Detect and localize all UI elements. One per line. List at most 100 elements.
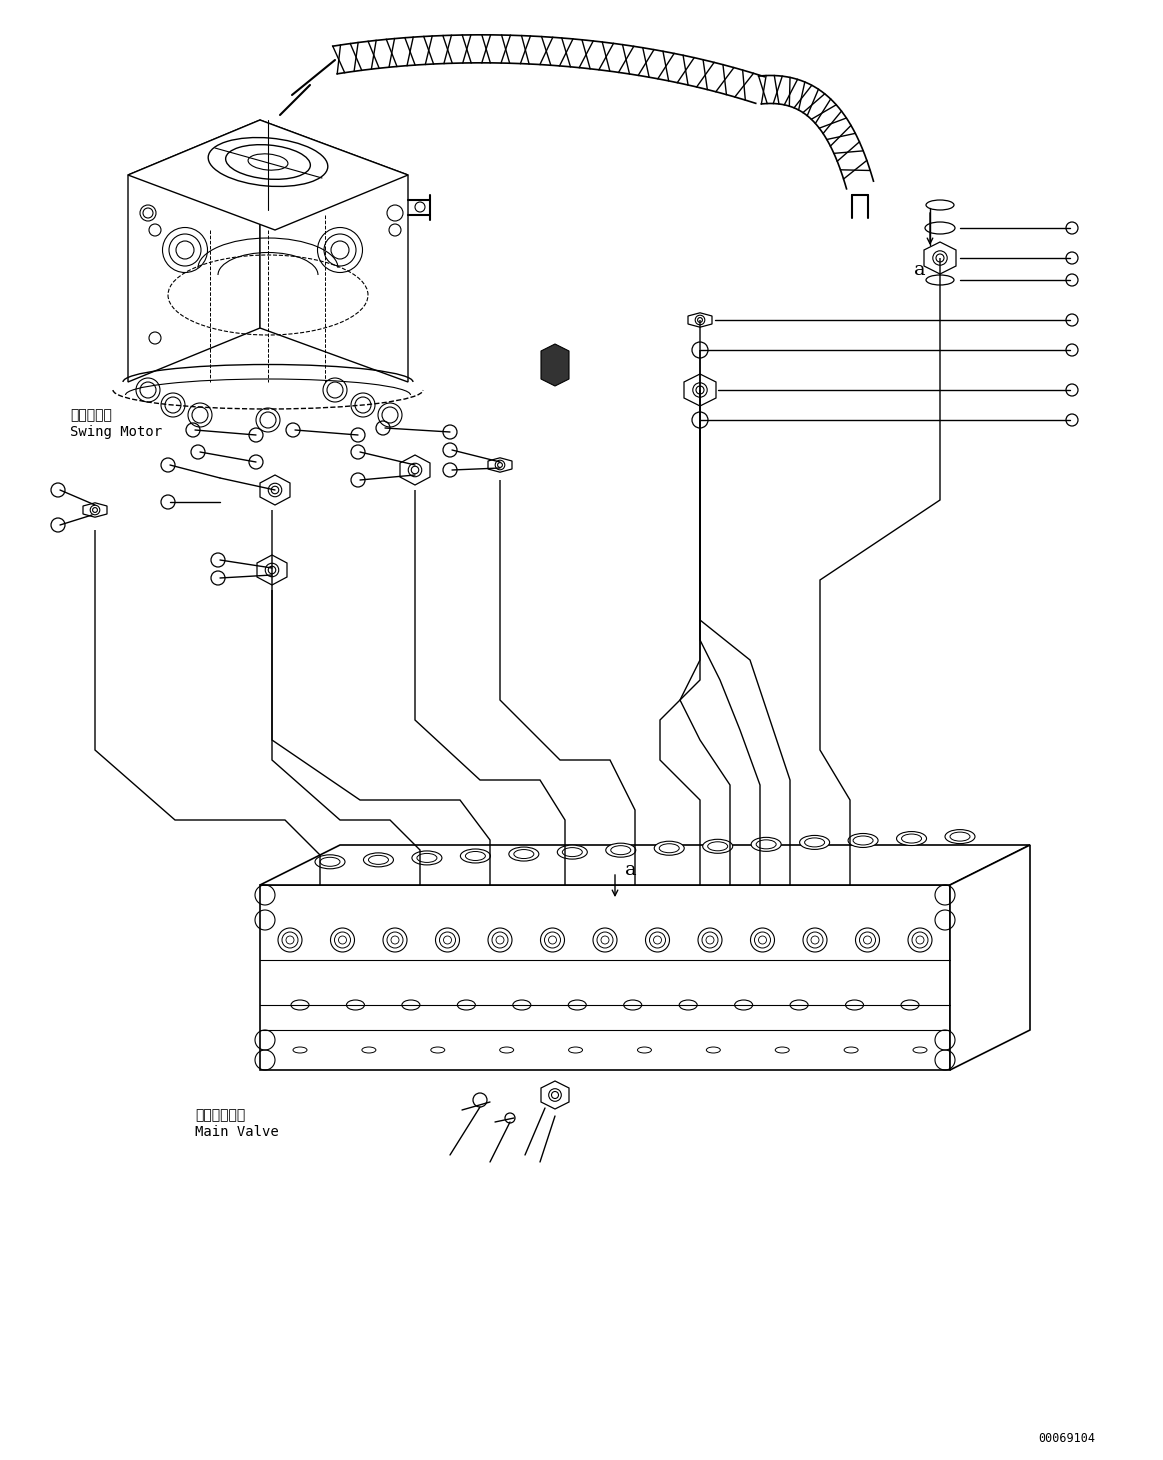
Ellipse shape: [457, 1000, 476, 1010]
Ellipse shape: [461, 848, 491, 863]
Ellipse shape: [926, 274, 954, 285]
Ellipse shape: [495, 936, 504, 945]
Polygon shape: [128, 120, 261, 383]
Polygon shape: [923, 242, 956, 274]
Ellipse shape: [391, 936, 399, 945]
Ellipse shape: [544, 931, 561, 948]
Ellipse shape: [750, 929, 775, 952]
Ellipse shape: [412, 851, 442, 864]
Ellipse shape: [679, 1000, 697, 1010]
Ellipse shape: [708, 842, 728, 851]
Ellipse shape: [859, 931, 876, 948]
Ellipse shape: [492, 931, 508, 948]
Ellipse shape: [281, 931, 298, 948]
Ellipse shape: [925, 222, 955, 234]
Ellipse shape: [755, 931, 771, 948]
Ellipse shape: [513, 1000, 530, 1010]
Ellipse shape: [362, 1047, 376, 1053]
Ellipse shape: [383, 929, 407, 952]
Ellipse shape: [702, 931, 718, 948]
Ellipse shape: [706, 936, 714, 945]
Ellipse shape: [807, 931, 823, 948]
Polygon shape: [261, 885, 950, 1070]
Ellipse shape: [509, 847, 538, 861]
Ellipse shape: [315, 854, 345, 869]
Ellipse shape: [901, 834, 921, 842]
Ellipse shape: [848, 834, 878, 847]
Ellipse shape: [702, 839, 733, 853]
Ellipse shape: [649, 931, 665, 948]
Text: a: a: [625, 861, 636, 879]
Ellipse shape: [950, 832, 970, 841]
Text: Main Valve: Main Valve: [195, 1126, 279, 1139]
Polygon shape: [541, 345, 569, 385]
Ellipse shape: [844, 1047, 858, 1053]
Ellipse shape: [790, 1000, 808, 1010]
Ellipse shape: [706, 1047, 720, 1053]
Ellipse shape: [756, 839, 776, 848]
Text: a: a: [914, 261, 926, 279]
Ellipse shape: [758, 936, 766, 945]
Polygon shape: [541, 1080, 569, 1110]
Ellipse shape: [286, 936, 294, 945]
Polygon shape: [684, 374, 716, 406]
Ellipse shape: [735, 1000, 752, 1010]
Ellipse shape: [320, 857, 340, 866]
Ellipse shape: [802, 929, 827, 952]
Ellipse shape: [488, 929, 512, 952]
Ellipse shape: [416, 854, 437, 863]
Ellipse shape: [387, 931, 404, 948]
Ellipse shape: [335, 931, 350, 948]
Text: Swing Motor: Swing Motor: [70, 425, 162, 439]
Ellipse shape: [369, 856, 388, 864]
Ellipse shape: [541, 929, 564, 952]
Ellipse shape: [514, 850, 534, 858]
Ellipse shape: [347, 1000, 364, 1010]
Ellipse shape: [611, 845, 630, 854]
Ellipse shape: [278, 929, 302, 952]
Ellipse shape: [854, 837, 873, 845]
Ellipse shape: [569, 1000, 586, 1010]
Ellipse shape: [293, 1047, 307, 1053]
Ellipse shape: [926, 200, 954, 210]
Ellipse shape: [637, 1047, 651, 1053]
Ellipse shape: [805, 838, 825, 847]
Ellipse shape: [443, 936, 451, 945]
Polygon shape: [400, 456, 430, 485]
Text: メインバルブ: メインバルブ: [195, 1108, 245, 1121]
Polygon shape: [261, 474, 290, 505]
Ellipse shape: [597, 931, 613, 948]
Ellipse shape: [338, 936, 347, 945]
Ellipse shape: [908, 929, 932, 952]
Ellipse shape: [856, 929, 879, 952]
Ellipse shape: [569, 1047, 583, 1053]
Ellipse shape: [623, 1000, 642, 1010]
Ellipse shape: [654, 936, 662, 945]
Ellipse shape: [402, 1000, 420, 1010]
Ellipse shape: [946, 829, 975, 844]
Ellipse shape: [291, 1000, 309, 1010]
Ellipse shape: [557, 845, 587, 858]
Polygon shape: [261, 845, 1030, 885]
Ellipse shape: [659, 844, 679, 853]
Ellipse shape: [655, 841, 684, 856]
Ellipse shape: [465, 851, 485, 860]
Text: 00069104: 00069104: [1039, 1432, 1096, 1445]
Ellipse shape: [863, 936, 871, 945]
Ellipse shape: [435, 929, 459, 952]
Ellipse shape: [846, 1000, 864, 1010]
Ellipse shape: [645, 929, 670, 952]
Ellipse shape: [440, 931, 456, 948]
Polygon shape: [488, 458, 512, 472]
Ellipse shape: [901, 1000, 919, 1010]
Ellipse shape: [916, 936, 923, 945]
Ellipse shape: [698, 929, 722, 952]
Ellipse shape: [913, 1047, 927, 1053]
Ellipse shape: [562, 848, 583, 857]
Polygon shape: [950, 845, 1030, 1070]
Polygon shape: [257, 555, 287, 585]
Ellipse shape: [364, 853, 393, 867]
Text: 旋回モータ: 旋回モータ: [70, 407, 112, 422]
Ellipse shape: [330, 929, 355, 952]
Polygon shape: [261, 120, 408, 383]
